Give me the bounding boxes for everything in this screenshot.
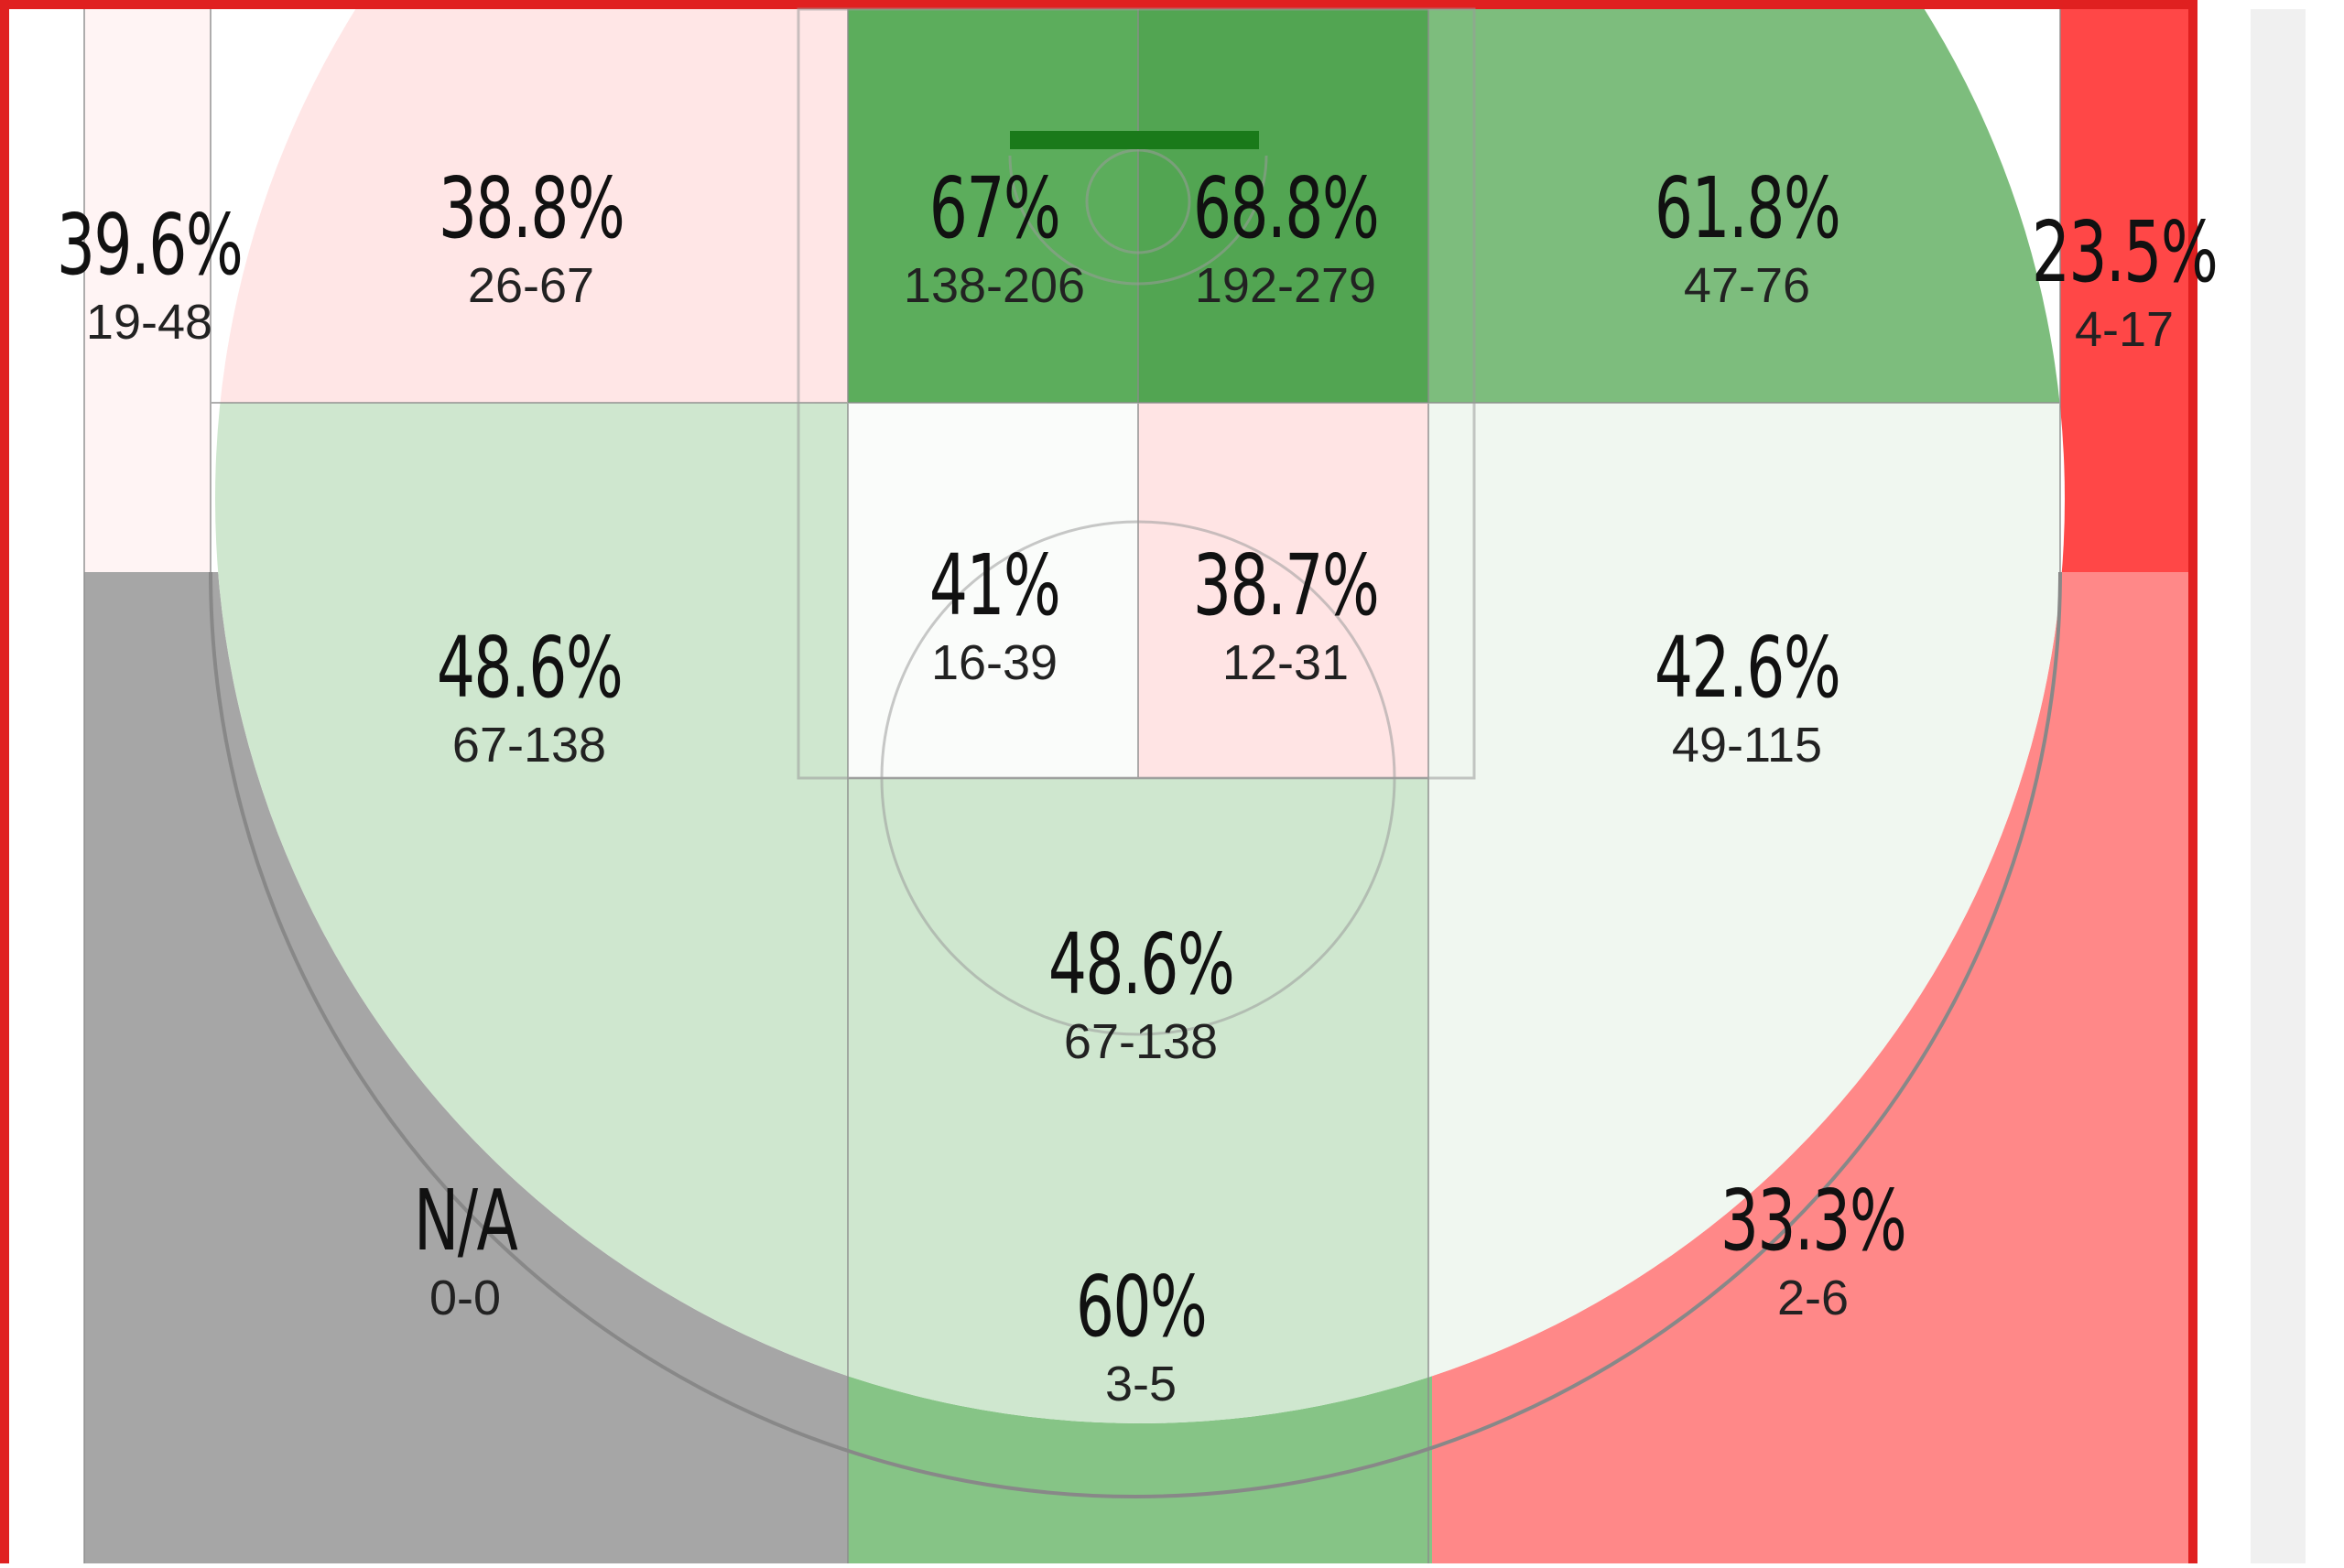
zone-pct: 48.6%: [436, 619, 624, 717]
zone-left-wing-long-two[interactable]: [211, 9, 848, 403]
label-restricted-left: 67% 138-206: [904, 161, 1085, 315]
three-point-arc: [209, 571, 2062, 1498]
zone-restricted-left[interactable]: [848, 9, 1138, 403]
zone-record: 19-48: [85, 295, 213, 350]
zone-restricted-right[interactable]: [1138, 9, 1428, 403]
label-right-above-break-three: 33.3% 2-6: [1698, 1173, 1929, 1327]
zone-pct: 60%: [1075, 1258, 1208, 1356]
label-left-corner-three: 39.6% 19-48: [34, 198, 266, 351]
zone-record: 192-279: [1194, 258, 1377, 313]
label-paint-left: 41% 16-39: [913, 538, 1076, 692]
label-left-wing-long-two: 38.8% 26-67: [416, 161, 647, 315]
zone-record: 4-17: [2074, 302, 2175, 357]
zone-record: 2-6: [1776, 1271, 1850, 1325]
backboard: [1010, 131, 1259, 149]
zone-pct: 38.7%: [1192, 536, 1380, 634]
zone-pct: N/A: [413, 1172, 518, 1270]
zone-pct: 61.8%: [1654, 159, 1841, 257]
zone-record: 138-206: [903, 258, 1086, 313]
court-markings: [797, 7, 1476, 1036]
zone-top-key[interactable]: [848, 778, 1432, 1563]
zone-record: 26-67: [467, 258, 595, 313]
zone-record: 12-31: [1221, 635, 1350, 690]
zone-pct: 68.8%: [1192, 159, 1380, 257]
label-right-corner-three: 23.5% 4-17: [2009, 205, 2241, 359]
zone-pct: 38.8%: [438, 159, 625, 257]
right-gutter: [2251, 9, 2306, 1563]
zone-pct: 41%: [928, 536, 1061, 634]
label-left-elbow: 48.6% 67-138: [414, 621, 646, 774]
zone-pct: 39.6%: [56, 196, 244, 294]
zone-paint-right[interactable]: [1138, 403, 1428, 778]
frame-right: [2188, 0, 2198, 1563]
zone-record: 67-138: [1063, 1014, 1219, 1069]
zone-record: 0-0: [429, 1271, 502, 1325]
label-top-three: 60% 3-5: [1059, 1260, 1222, 1413]
frame-left: [0, 0, 9, 1563]
label-paint-right: 38.7% 12-31: [1170, 538, 1402, 692]
zone-paint-left[interactable]: [848, 403, 1138, 778]
zone-right-wing-long-two[interactable]: [1428, 9, 2060, 403]
zone-record: 67-138: [451, 718, 607, 773]
frame-top: [0, 0, 2198, 9]
zone-record: 16-39: [930, 635, 1058, 690]
label-left-above-break-three: N/A 0-0: [401, 1173, 529, 1327]
zone-right-corner-three[interactable]: [2060, 9, 2188, 572]
zone-record: 49-115: [1671, 718, 1823, 773]
zone-pct: 33.3%: [1720, 1172, 1907, 1270]
label-top-key: 48.6% 67-138: [1026, 917, 1257, 1071]
zone-pct: 48.6%: [1047, 915, 1235, 1013]
zone-pct: 23.5%: [2031, 203, 2219, 301]
zone-pct: 67%: [928, 159, 1061, 257]
zone-record: 3-5: [1104, 1357, 1177, 1411]
label-right-wing-long-two: 61.8% 47-76: [1632, 161, 1863, 315]
zone-record: 47-76: [1683, 258, 1811, 313]
zone-left-corner-three[interactable]: [84, 9, 211, 572]
label-right-elbow: 42.6% 49-115: [1632, 621, 1863, 774]
zone-pct: 42.6%: [1654, 619, 1841, 717]
label-restricted-right: 68.8% 192-279: [1170, 161, 1402, 315]
